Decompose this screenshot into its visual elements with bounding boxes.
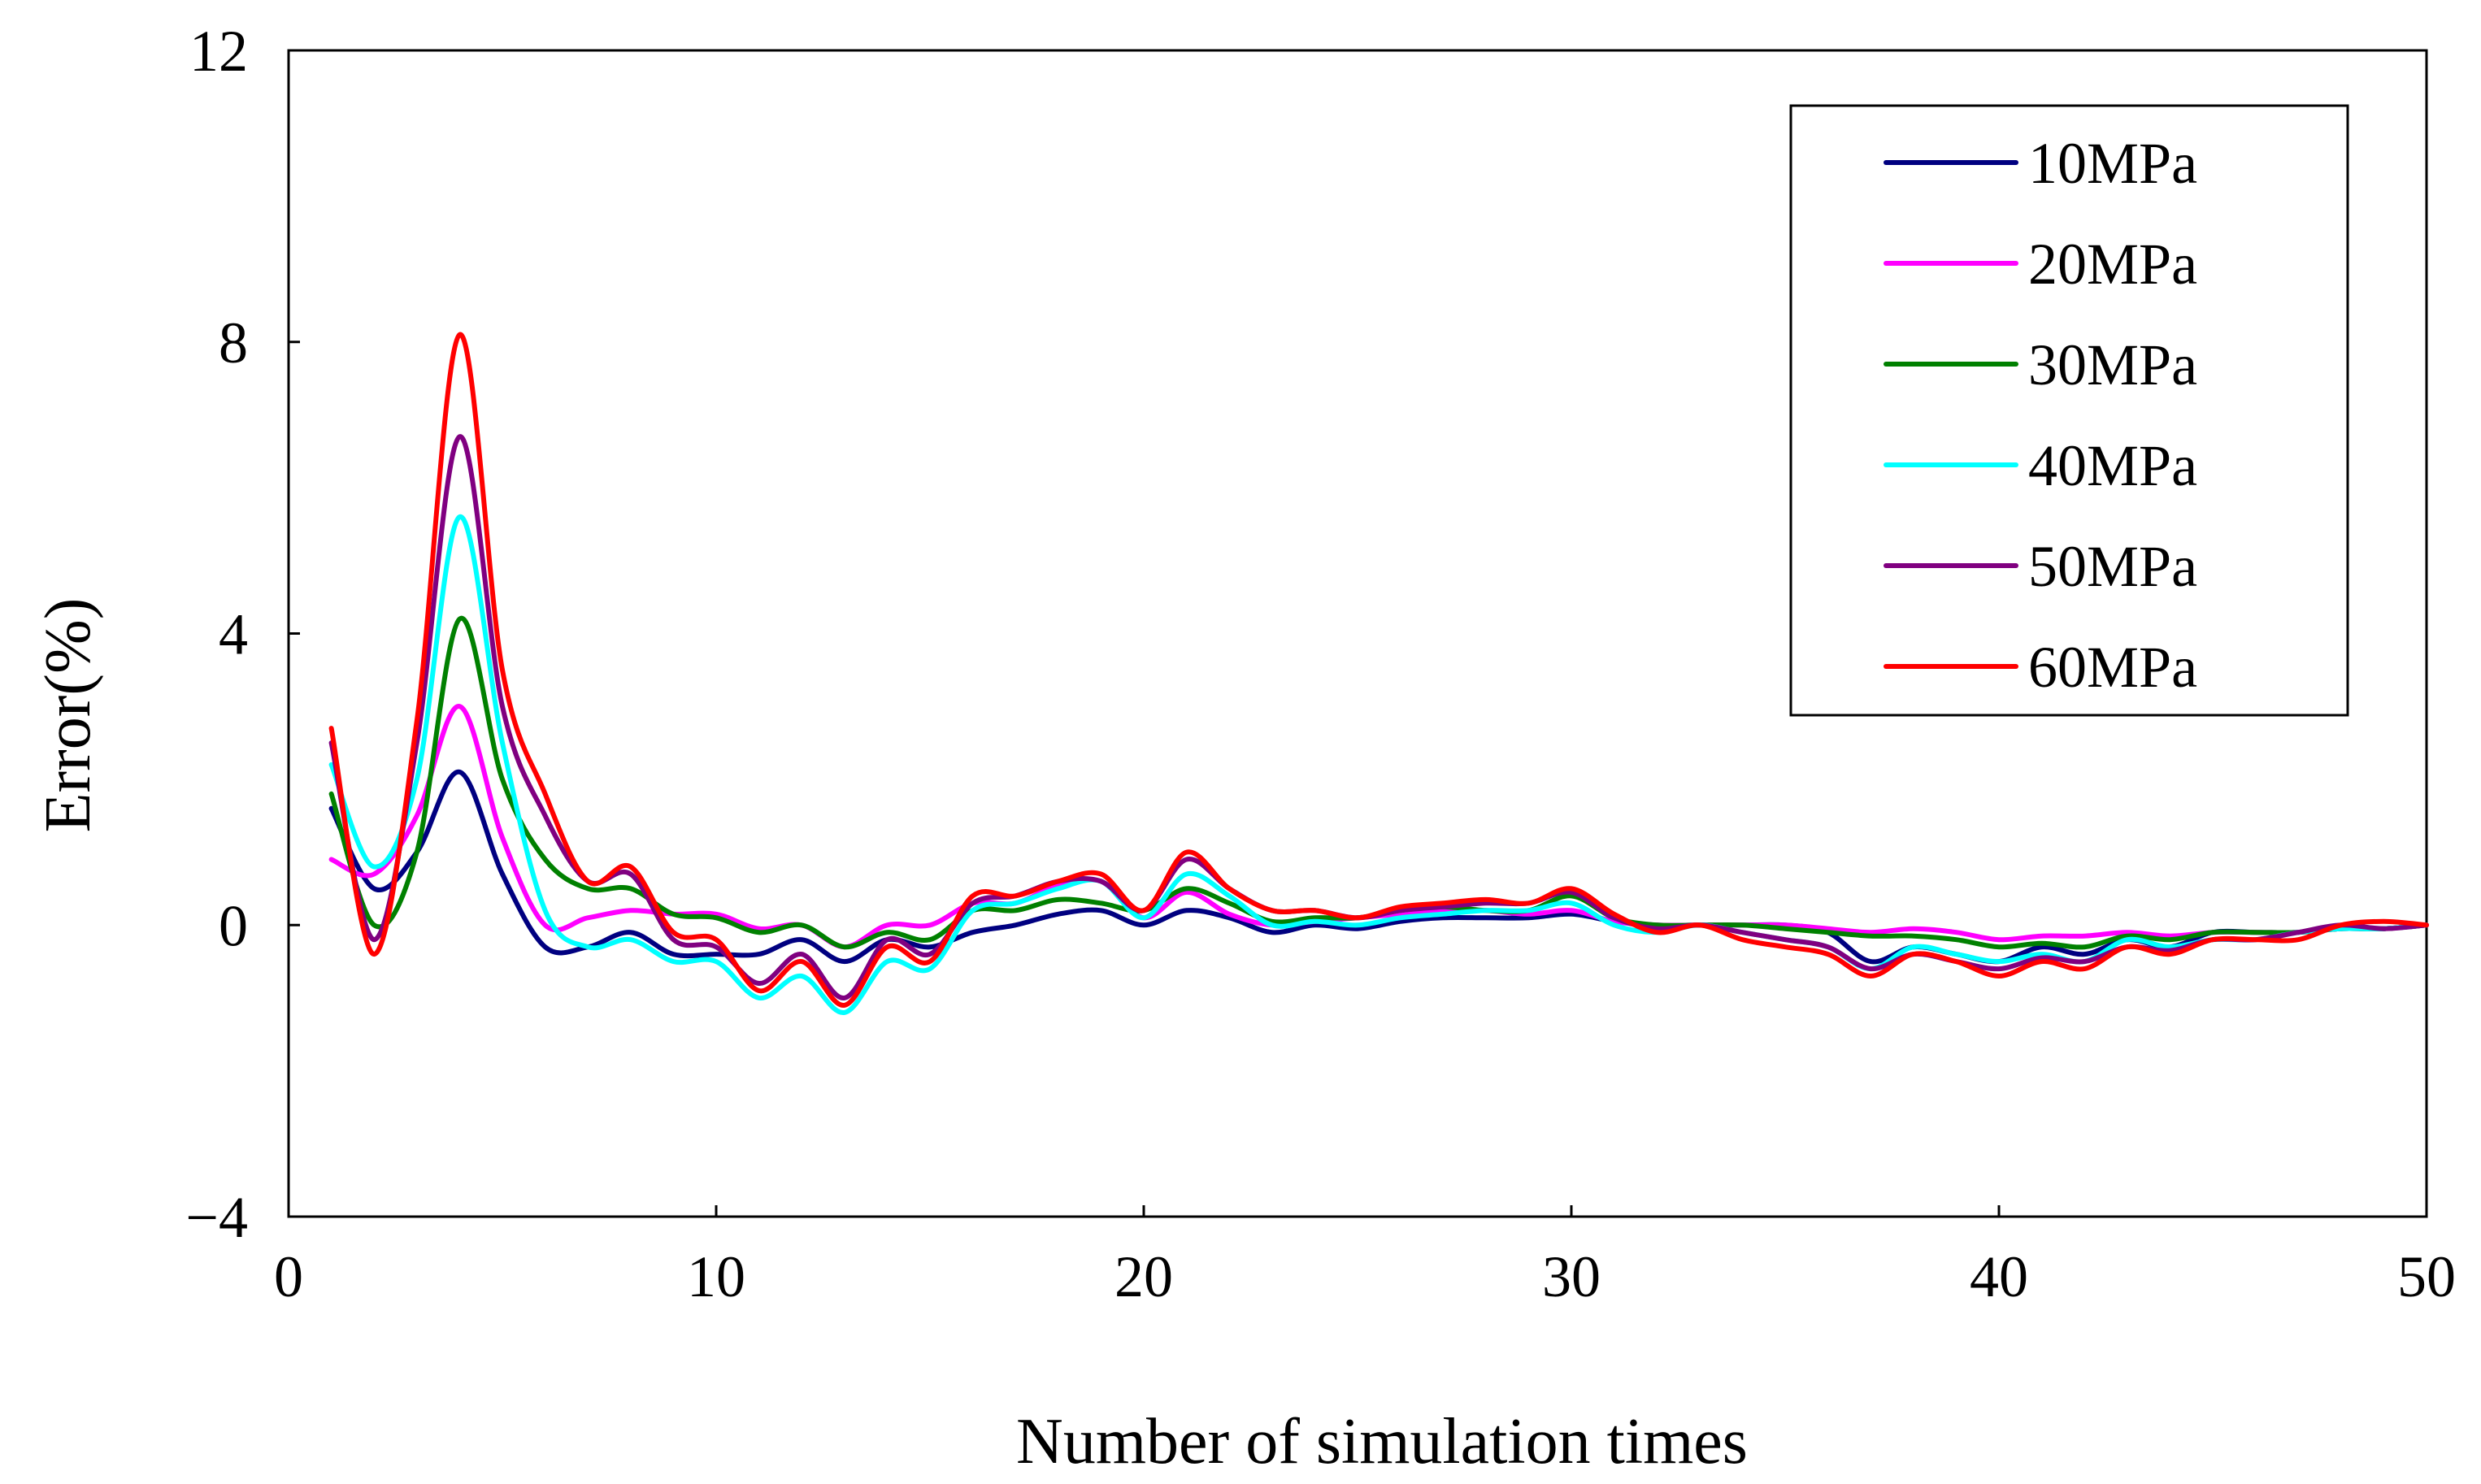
y-tick-label: 4 (219, 602, 248, 667)
series-lines (328, 332, 2429, 1015)
y-axis-title: Error(%) (33, 598, 104, 833)
y-tick-label: 8 (219, 310, 248, 375)
y-tick-label: −4 (185, 1185, 248, 1250)
y-tick-label: 12 (189, 19, 248, 84)
legend-label-10mpa: 10MPa (2028, 131, 2197, 196)
x-tick-label: 0 (274, 1244, 303, 1309)
series-line-60mpa (328, 332, 2429, 1008)
legend-label-50mpa: 50MPa (2028, 534, 2197, 599)
x-tick-label: 30 (1542, 1244, 1601, 1309)
x-tick-label: 10 (687, 1244, 745, 1309)
legend-label-30mpa: 30MPa (2028, 332, 2197, 397)
x-tick-label: 50 (2397, 1244, 2456, 1309)
series-line-30mpa (328, 615, 2429, 950)
series-line-40mpa (328, 514, 2429, 1015)
legend-label-40mpa: 40MPa (2028, 433, 2197, 498)
series-line-10mpa (328, 769, 2429, 965)
x-tick-label: 40 (1970, 1244, 2028, 1309)
x-tick-label: 20 (1114, 1244, 1173, 1309)
axis-ticks: 0 10 20 30 40 50 −4 0 4 8 12 (185, 19, 2456, 1309)
legend-box (1789, 104, 2349, 717)
legend-label-20mpa: 20MPa (2028, 232, 2197, 297)
y-tick-label: 0 (219, 893, 248, 958)
legend-label-60mpa: 60MPa (2028, 635, 2197, 700)
x-axis-title: Number of simulation times (1016, 1406, 1748, 1477)
legend: 10MPa 20MPa 30MPa 40MPa 50MPa 60MPa (1789, 104, 2349, 717)
